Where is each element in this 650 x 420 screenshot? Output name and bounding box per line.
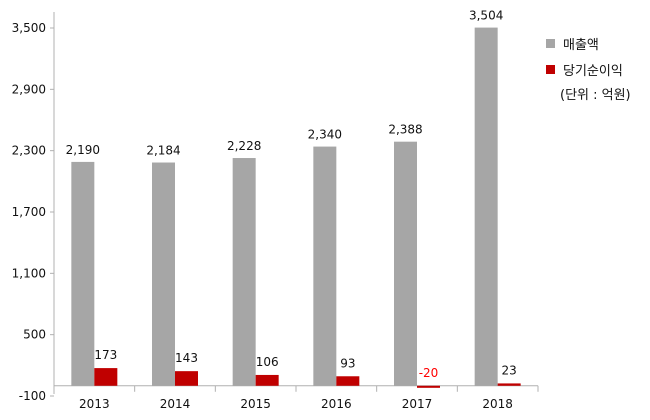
- y-tick-label: 2,300: [12, 144, 46, 158]
- data-label-net-income: 143: [175, 351, 198, 365]
- y-tick-label: 2,900: [12, 82, 46, 96]
- y-tick-label: 3,500: [12, 21, 46, 35]
- bar-sales: [313, 146, 337, 386]
- data-label-net-income: 23: [502, 363, 517, 377]
- data-label-net-income: 106: [256, 355, 279, 369]
- y-tick-label: 500: [23, 328, 46, 342]
- data-label-sales: 2,190: [66, 143, 100, 157]
- bar-net-income: [497, 383, 521, 386]
- x-tick-label: 2018: [482, 397, 513, 411]
- bar-sales: [474, 27, 498, 386]
- bar-net-income: [417, 385, 440, 388]
- data-label-net-income: -20: [419, 366, 439, 380]
- x-tick-label: 2014: [160, 397, 191, 411]
- x-tick-label: 2017: [402, 397, 433, 411]
- bar-net-income: [94, 368, 118, 386]
- y-tick-label: 1,700: [12, 205, 46, 219]
- data-label-sales: 2,228: [227, 139, 261, 153]
- bar-sales: [71, 161, 95, 386]
- x-tick-label: 2013: [79, 397, 110, 411]
- legend: 매출액 당기순이익 (단위 : 억원): [546, 30, 631, 103]
- bar-net-income: [255, 374, 279, 386]
- data-label-net-income: 93: [340, 356, 355, 370]
- data-label-sales: 2,184: [146, 144, 180, 158]
- legend-swatch-net-income: [546, 64, 555, 74]
- data-label-sales: 2,340: [308, 128, 342, 142]
- data-label-sales: 2,388: [388, 123, 422, 137]
- x-tick-label: 2015: [240, 397, 271, 411]
- data-label-net-income: 173: [94, 348, 117, 362]
- bar-net-income: [175, 371, 198, 386]
- bar-sales: [394, 141, 417, 386]
- legend-label-sales: 매출액: [563, 37, 599, 53]
- y-tick-label: 1,100: [12, 266, 46, 280]
- bar-sales: [232, 158, 256, 386]
- unit-note: (단위 : 억원): [560, 88, 631, 103]
- legend-item-net-income: 당기순이익: [546, 56, 631, 82]
- legend-label-net-income: 당기순이익: [563, 63, 623, 79]
- data-label-sales: 3,504: [469, 9, 503, 23]
- legend-swatch-sales: [546, 38, 555, 48]
- x-tick-label: 2016: [321, 397, 352, 411]
- y-tick-label: -100: [19, 389, 46, 403]
- bar-net-income: [336, 376, 360, 386]
- legend-item-sales: 매출액: [546, 30, 631, 56]
- bar-sales: [152, 162, 175, 386]
